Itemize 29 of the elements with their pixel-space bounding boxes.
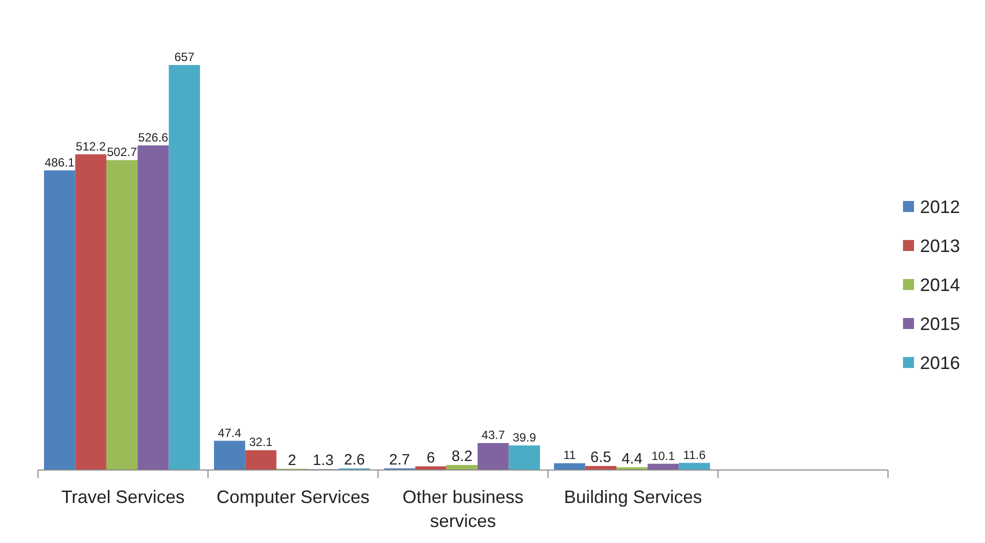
data-label: 6 [426,449,435,466]
legend-label: 2012 [920,197,960,217]
data-label: 2.7 [389,451,410,468]
data-label: 47.4 [218,426,242,440]
data-label: 526.6 [138,130,169,144]
data-label: 43.7 [482,428,506,442]
x-tick-label: Building Services [564,487,702,507]
x-tick-label: Other business services [402,487,524,531]
data-label: 39.9 [512,430,536,444]
data-label: 10.1 [652,448,676,463]
data-label: 502.7 [106,145,138,160]
data-label: 2.6 [344,451,365,468]
data-label: 8.2 [452,448,472,465]
legend-label: 2015 [920,314,960,334]
data-label: 32.1 [249,435,273,450]
legend-label: 2016 [920,353,960,373]
data-label: 657 [174,50,195,64]
data-label: 1.3 [312,452,334,470]
legend-label: 2014 [920,275,960,295]
x-tick-label: Travel Services [61,487,185,507]
data-label: 2 [288,452,296,469]
x-tick-label: Computer Services [216,487,370,507]
data-label: 6.5 [590,448,612,466]
data-label: 11 [563,448,576,462]
data-label: 4.4 [622,450,642,468]
data-label: 11.6 [683,448,706,462]
legend-label: 2013 [920,236,960,256]
data-label: 486.1 [44,155,75,170]
data-label: 512.2 [76,139,106,154]
